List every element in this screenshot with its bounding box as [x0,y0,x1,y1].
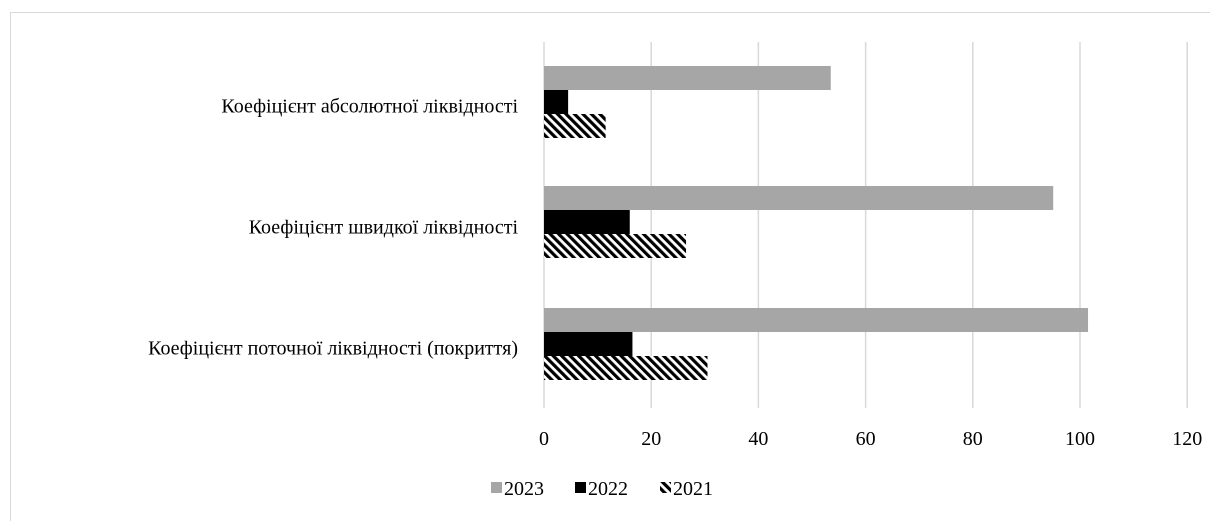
bar-2021-3 [544,356,708,380]
legend-label: 2021 [673,478,713,500]
bar-2022-1 [544,90,569,114]
legend-swatch-2023 [491,482,502,493]
category-labels: Коефіцієнт абсолютної ліквідності Коефіці… [148,96,518,360]
x-tick-label: 80 [963,428,983,450]
x-tick-label: 40 [748,428,768,450]
category-label: Коефіцієнт швидкої ліквідності [249,217,519,239]
bar-2022-2 [544,210,630,234]
x-axis-tick-labels: 0 20 40 60 80 100 120 [539,428,1202,450]
bars [544,66,1089,380]
legend-swatch-2021 [660,482,671,493]
bar-2023-3 [544,308,1089,332]
x-tick-label: 100 [1065,428,1095,450]
legend-swatch-2022 [575,482,586,493]
legend-label: 2022 [588,478,628,500]
bar-2023-1 [544,66,831,90]
x-tick-label: 120 [1172,428,1202,450]
bar-2021-1 [544,114,606,138]
legend-label: 2023 [504,478,544,500]
x-tick-label: 60 [856,428,876,450]
bar-2021-2 [544,234,687,258]
bar-2022-3 [544,332,633,356]
bar-2023-2 [544,186,1054,210]
category-label: Коефіцієнт абсолютної ліквідності [221,96,518,118]
gridlines [543,42,1188,408]
chart-frame [10,12,1210,521]
x-tick-label: 20 [641,428,661,450]
x-tick-label: 0 [539,428,549,450]
category-label: Коефіцієнт поточної ліквідності (покритт… [148,338,518,360]
legend: 2023 2022 2021 [491,478,713,500]
